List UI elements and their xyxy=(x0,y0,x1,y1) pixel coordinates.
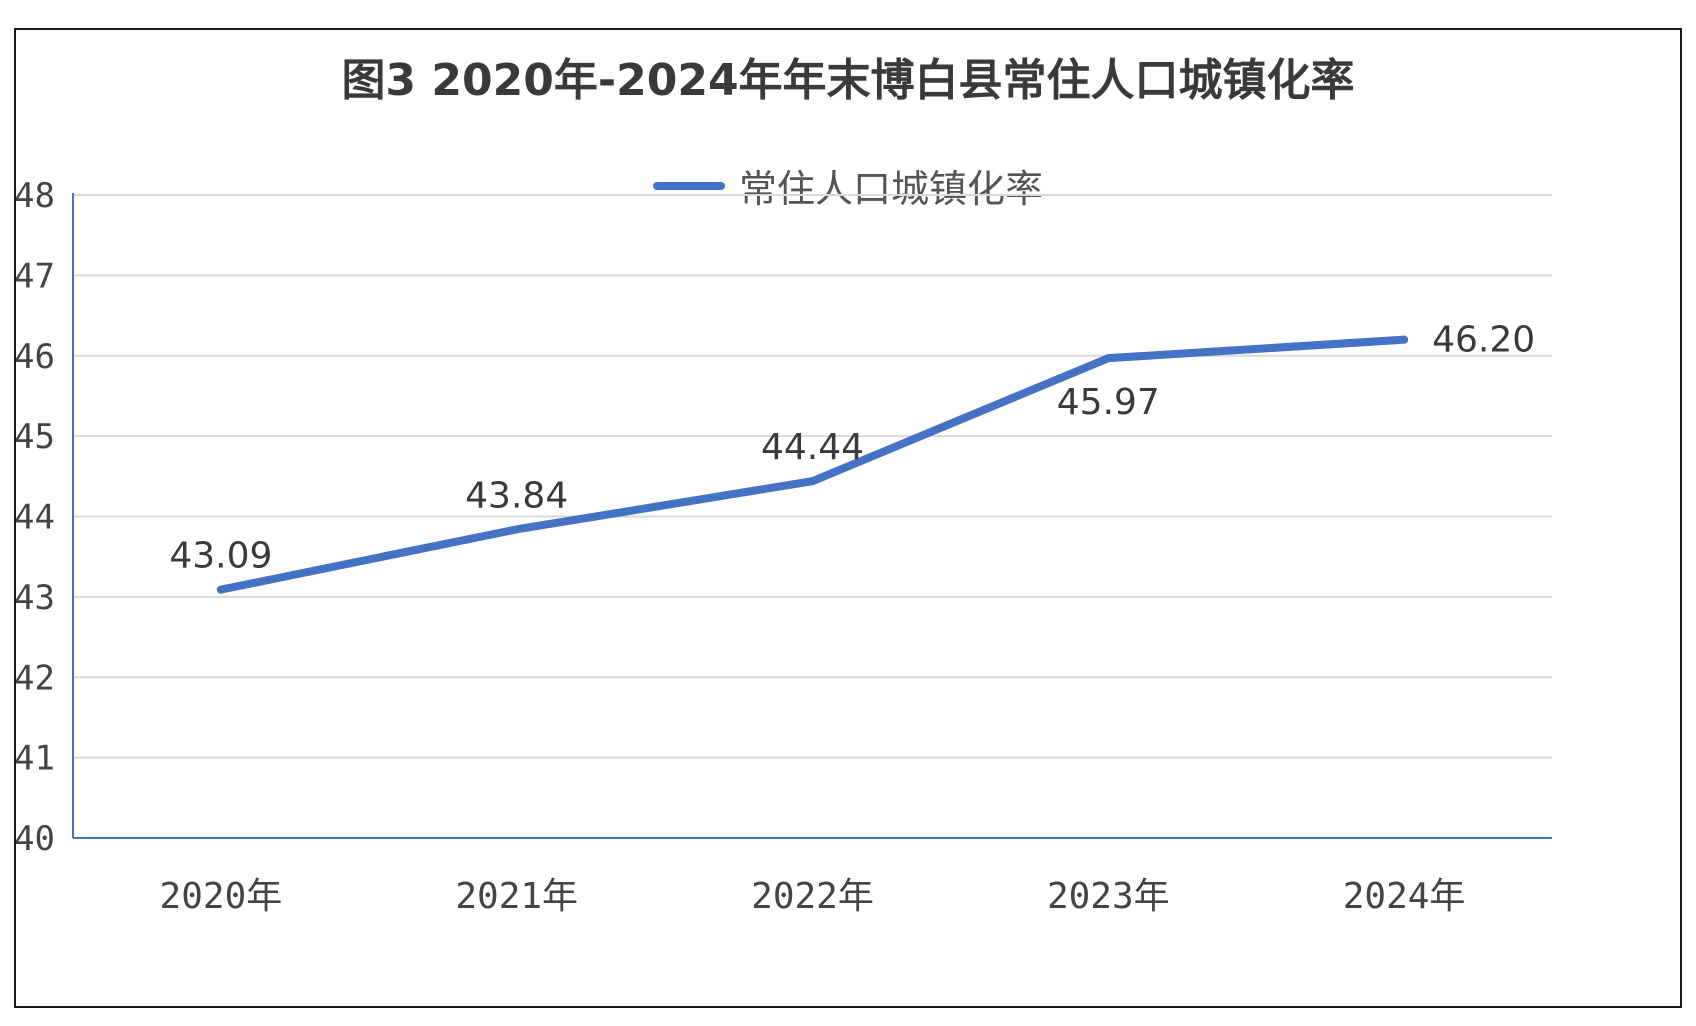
chart-title: 图3 2020年-2024年年末博白县常住人口城镇化率 xyxy=(341,55,1355,106)
x-tick-label: 2023年 xyxy=(1047,876,1170,917)
y-tick-label: 42 xyxy=(14,658,55,698)
data-label: 45.97 xyxy=(1057,382,1160,423)
data-point xyxy=(1104,354,1113,363)
y-tick-label: 40 xyxy=(14,819,55,859)
data-point xyxy=(216,585,225,594)
y-tick-label: 48 xyxy=(14,176,55,216)
data-label: 46.20 xyxy=(1432,320,1535,361)
data-point xyxy=(808,477,817,486)
y-tick-label: 45 xyxy=(14,417,55,457)
data-point xyxy=(512,525,521,534)
x-tick-label: 2020年 xyxy=(160,876,283,917)
x-tick-label: 2021年 xyxy=(455,876,578,917)
y-tick-label: 44 xyxy=(14,498,55,538)
x-tick-label: 2022年 xyxy=(751,876,874,917)
y-tick-label: 47 xyxy=(14,256,55,296)
data-label: 44.44 xyxy=(761,427,864,468)
data-point xyxy=(1400,335,1409,344)
x-tick-label: 2024年 xyxy=(1343,876,1466,917)
y-tick-label: 43 xyxy=(14,578,55,618)
legend-swatch xyxy=(652,181,725,190)
legend: 常住人口城镇化率 xyxy=(0,158,1696,213)
data-label: 43.09 xyxy=(169,536,272,577)
data-label: 43.84 xyxy=(465,475,568,516)
chart-frame xyxy=(14,28,1682,1008)
legend-label: 常住人口城镇化率 xyxy=(738,167,1043,211)
y-tick-label: 41 xyxy=(14,739,55,779)
y-tick-label: 46 xyxy=(14,337,55,377)
